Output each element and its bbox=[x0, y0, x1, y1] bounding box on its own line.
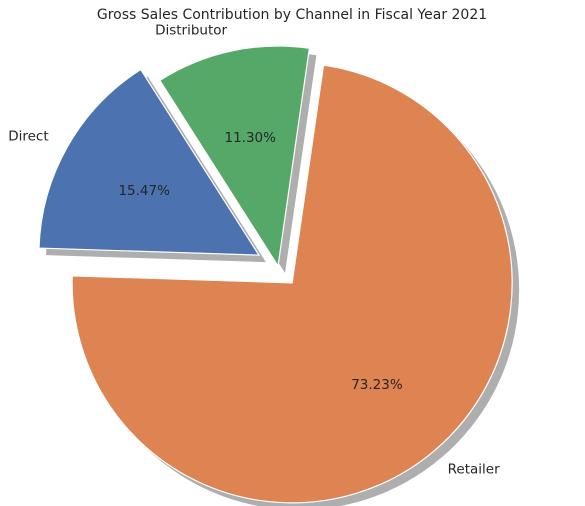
category-label-distributor: Distributor bbox=[155, 22, 227, 38]
slices bbox=[38, 45, 513, 504]
percent-label-retailer: 73.23% bbox=[351, 377, 403, 393]
percent-label-direct: 15.47% bbox=[118, 183, 170, 199]
percent-label-distributor: 11.30% bbox=[224, 130, 276, 146]
slice-retailer bbox=[71, 64, 513, 504]
labels: 73.23% Retailer 15.47% Direct 11.30% Distribu… bbox=[8, 22, 500, 477]
slice-direct bbox=[38, 68, 261, 256]
slice-distributor bbox=[159, 45, 311, 268]
category-label-direct: Direct bbox=[8, 128, 48, 144]
chart-title: Gross Sales Contribution by Channel in F… bbox=[97, 7, 487, 23]
category-label-retailer: Retailer bbox=[448, 461, 500, 477]
